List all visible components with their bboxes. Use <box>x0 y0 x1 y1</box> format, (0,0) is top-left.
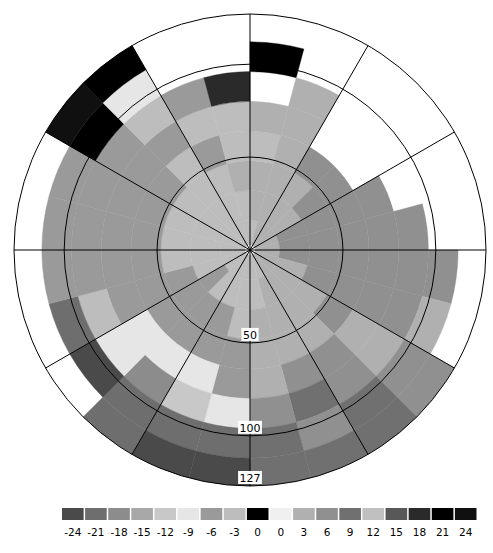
range-label: 127 <box>240 472 261 485</box>
colorbar-box <box>131 508 153 520</box>
range-ring <box>64 64 436 436</box>
colorbar-label: 6 <box>324 526 331 538</box>
cell <box>101 250 135 288</box>
colorbar-label: 12 <box>367 526 380 538</box>
cell <box>279 235 310 250</box>
cell <box>394 250 429 296</box>
radial-line <box>132 46 250 250</box>
cell <box>131 250 164 281</box>
colorbar-box <box>386 508 408 520</box>
cell <box>212 101 250 135</box>
cell <box>204 72 250 107</box>
colorbar-label: -3 <box>229 526 239 538</box>
cell <box>42 196 78 250</box>
radial-line <box>250 46 368 250</box>
colorbar-box <box>85 508 107 520</box>
radar-chart: 50 100 127 -24 -21 -18 -15 -12 -9 -6 -3 0 0 3 6 9 12 15 18… <box>0 0 493 553</box>
range-label: 100 <box>240 422 261 435</box>
radial-line <box>250 250 368 454</box>
radial-line <box>14 250 250 251</box>
colorbar-label: -6 <box>206 526 217 538</box>
cell <box>161 250 193 273</box>
colorbar-box <box>154 508 176 520</box>
cell <box>72 204 107 250</box>
colorbar-box <box>455 508 477 520</box>
colorbar-box <box>270 508 292 520</box>
colorbar-label: 0 <box>277 526 284 538</box>
colorbar-label: 3 <box>301 526 308 538</box>
cell <box>394 204 429 250</box>
colorbar-label: 21 <box>436 526 449 538</box>
colorbar-label: -15 <box>134 526 151 538</box>
radial-line <box>46 250 250 368</box>
cell <box>353 176 394 220</box>
colorbar-box <box>316 508 338 520</box>
cell <box>235 191 250 222</box>
range-label: 50 <box>243 329 257 342</box>
cell <box>288 78 339 122</box>
radial-line <box>132 250 250 454</box>
cell <box>250 42 304 78</box>
colorbar-label: 0 <box>254 526 261 538</box>
range-ring <box>157 157 343 343</box>
colorbar-label: -18 <box>110 526 127 538</box>
cell <box>365 212 399 250</box>
colorbar-box <box>224 508 246 520</box>
cell <box>422 250 458 304</box>
cell <box>336 219 369 250</box>
colorbar-box <box>409 508 431 520</box>
colorbar-label: -21 <box>87 526 104 538</box>
cell <box>250 279 265 310</box>
colorbar-label: 15 <box>390 526 403 538</box>
colorbar-label: -24 <box>64 526 81 538</box>
cell <box>72 250 107 296</box>
colorbar-box <box>108 508 130 520</box>
label-patch <box>241 328 258 341</box>
colorbar-box <box>362 508 384 520</box>
radial-line <box>46 132 250 250</box>
colorbar-box <box>178 508 200 520</box>
label-patch <box>238 471 262 484</box>
colorbar-box <box>432 508 454 520</box>
radial-line <box>250 250 251 486</box>
colorbar-box <box>201 508 223 520</box>
radial-line <box>250 14 251 250</box>
colorbar-label: -12 <box>157 526 174 538</box>
cell <box>227 161 250 193</box>
colorbar-box <box>62 508 84 520</box>
colorbar-label: 24 <box>459 526 473 538</box>
colorbar-label: 18 <box>413 526 426 538</box>
radial-line <box>250 132 454 250</box>
cell <box>42 250 78 304</box>
label-patch <box>238 421 262 434</box>
cell <box>307 227 339 250</box>
radial-line <box>250 250 486 251</box>
colorbar-box <box>247 508 269 520</box>
radial-line <box>250 250 454 368</box>
cell <box>161 78 212 122</box>
colorbar-box <box>339 508 361 520</box>
colorbar-label: -9 <box>183 526 193 538</box>
colorbar-label: 9 <box>347 526 354 538</box>
colorbar-box <box>293 508 315 520</box>
cell <box>219 131 250 164</box>
cell <box>191 250 222 265</box>
cell <box>250 365 288 399</box>
range-ring <box>14 14 486 486</box>
